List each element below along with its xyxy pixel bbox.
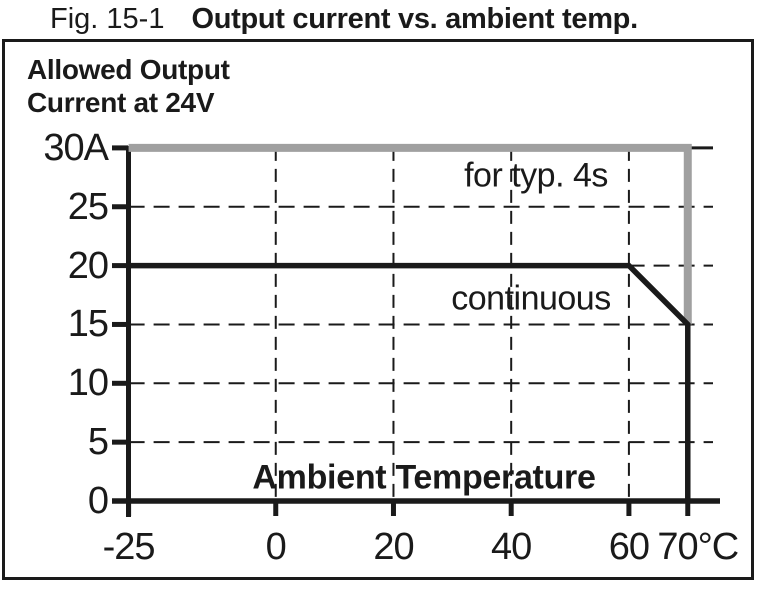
series-line-continuous: [128, 262, 691, 501]
y-tick-label: 5: [87, 421, 109, 464]
y-axis-title-line1: Allowed Output: [27, 54, 230, 85]
y-axis-title-line2: Current at 24V: [27, 87, 215, 118]
figure-number: Fig. 15-1: [50, 3, 165, 35]
x-tick-label: 20: [373, 526, 414, 568]
x-tick-label: 60: [608, 526, 650, 568]
y-axis-title: Allowed Output Current at 24V: [27, 53, 230, 119]
x-tick-label: 0: [265, 526, 287, 568]
y-tick-label: 25: [67, 185, 109, 228]
series-label-peak: for typ. 4s: [464, 156, 608, 195]
figure-title: Output current vs. ambient temp.: [191, 3, 638, 35]
x-tick-label: -25: [102, 526, 156, 568]
y-tick-label: 0: [87, 480, 109, 522]
series-label-continuous: continuous: [451, 279, 611, 318]
y-tick-label: 30A: [43, 126, 109, 169]
figure-caption: Fig. 15-1 Output current vs. ambient tem…: [50, 3, 638, 36]
x-tick-label: 70°C: [657, 526, 739, 568]
y-tick-label: 10: [67, 362, 109, 405]
y-tick-label: 15: [67, 303, 109, 346]
series-line-peak: [128, 143, 692, 325]
x-axis-label: Ambient Temperature: [252, 458, 596, 497]
x-tick-label: 40: [491, 526, 532, 568]
y-tick-label: 20: [67, 244, 109, 287]
